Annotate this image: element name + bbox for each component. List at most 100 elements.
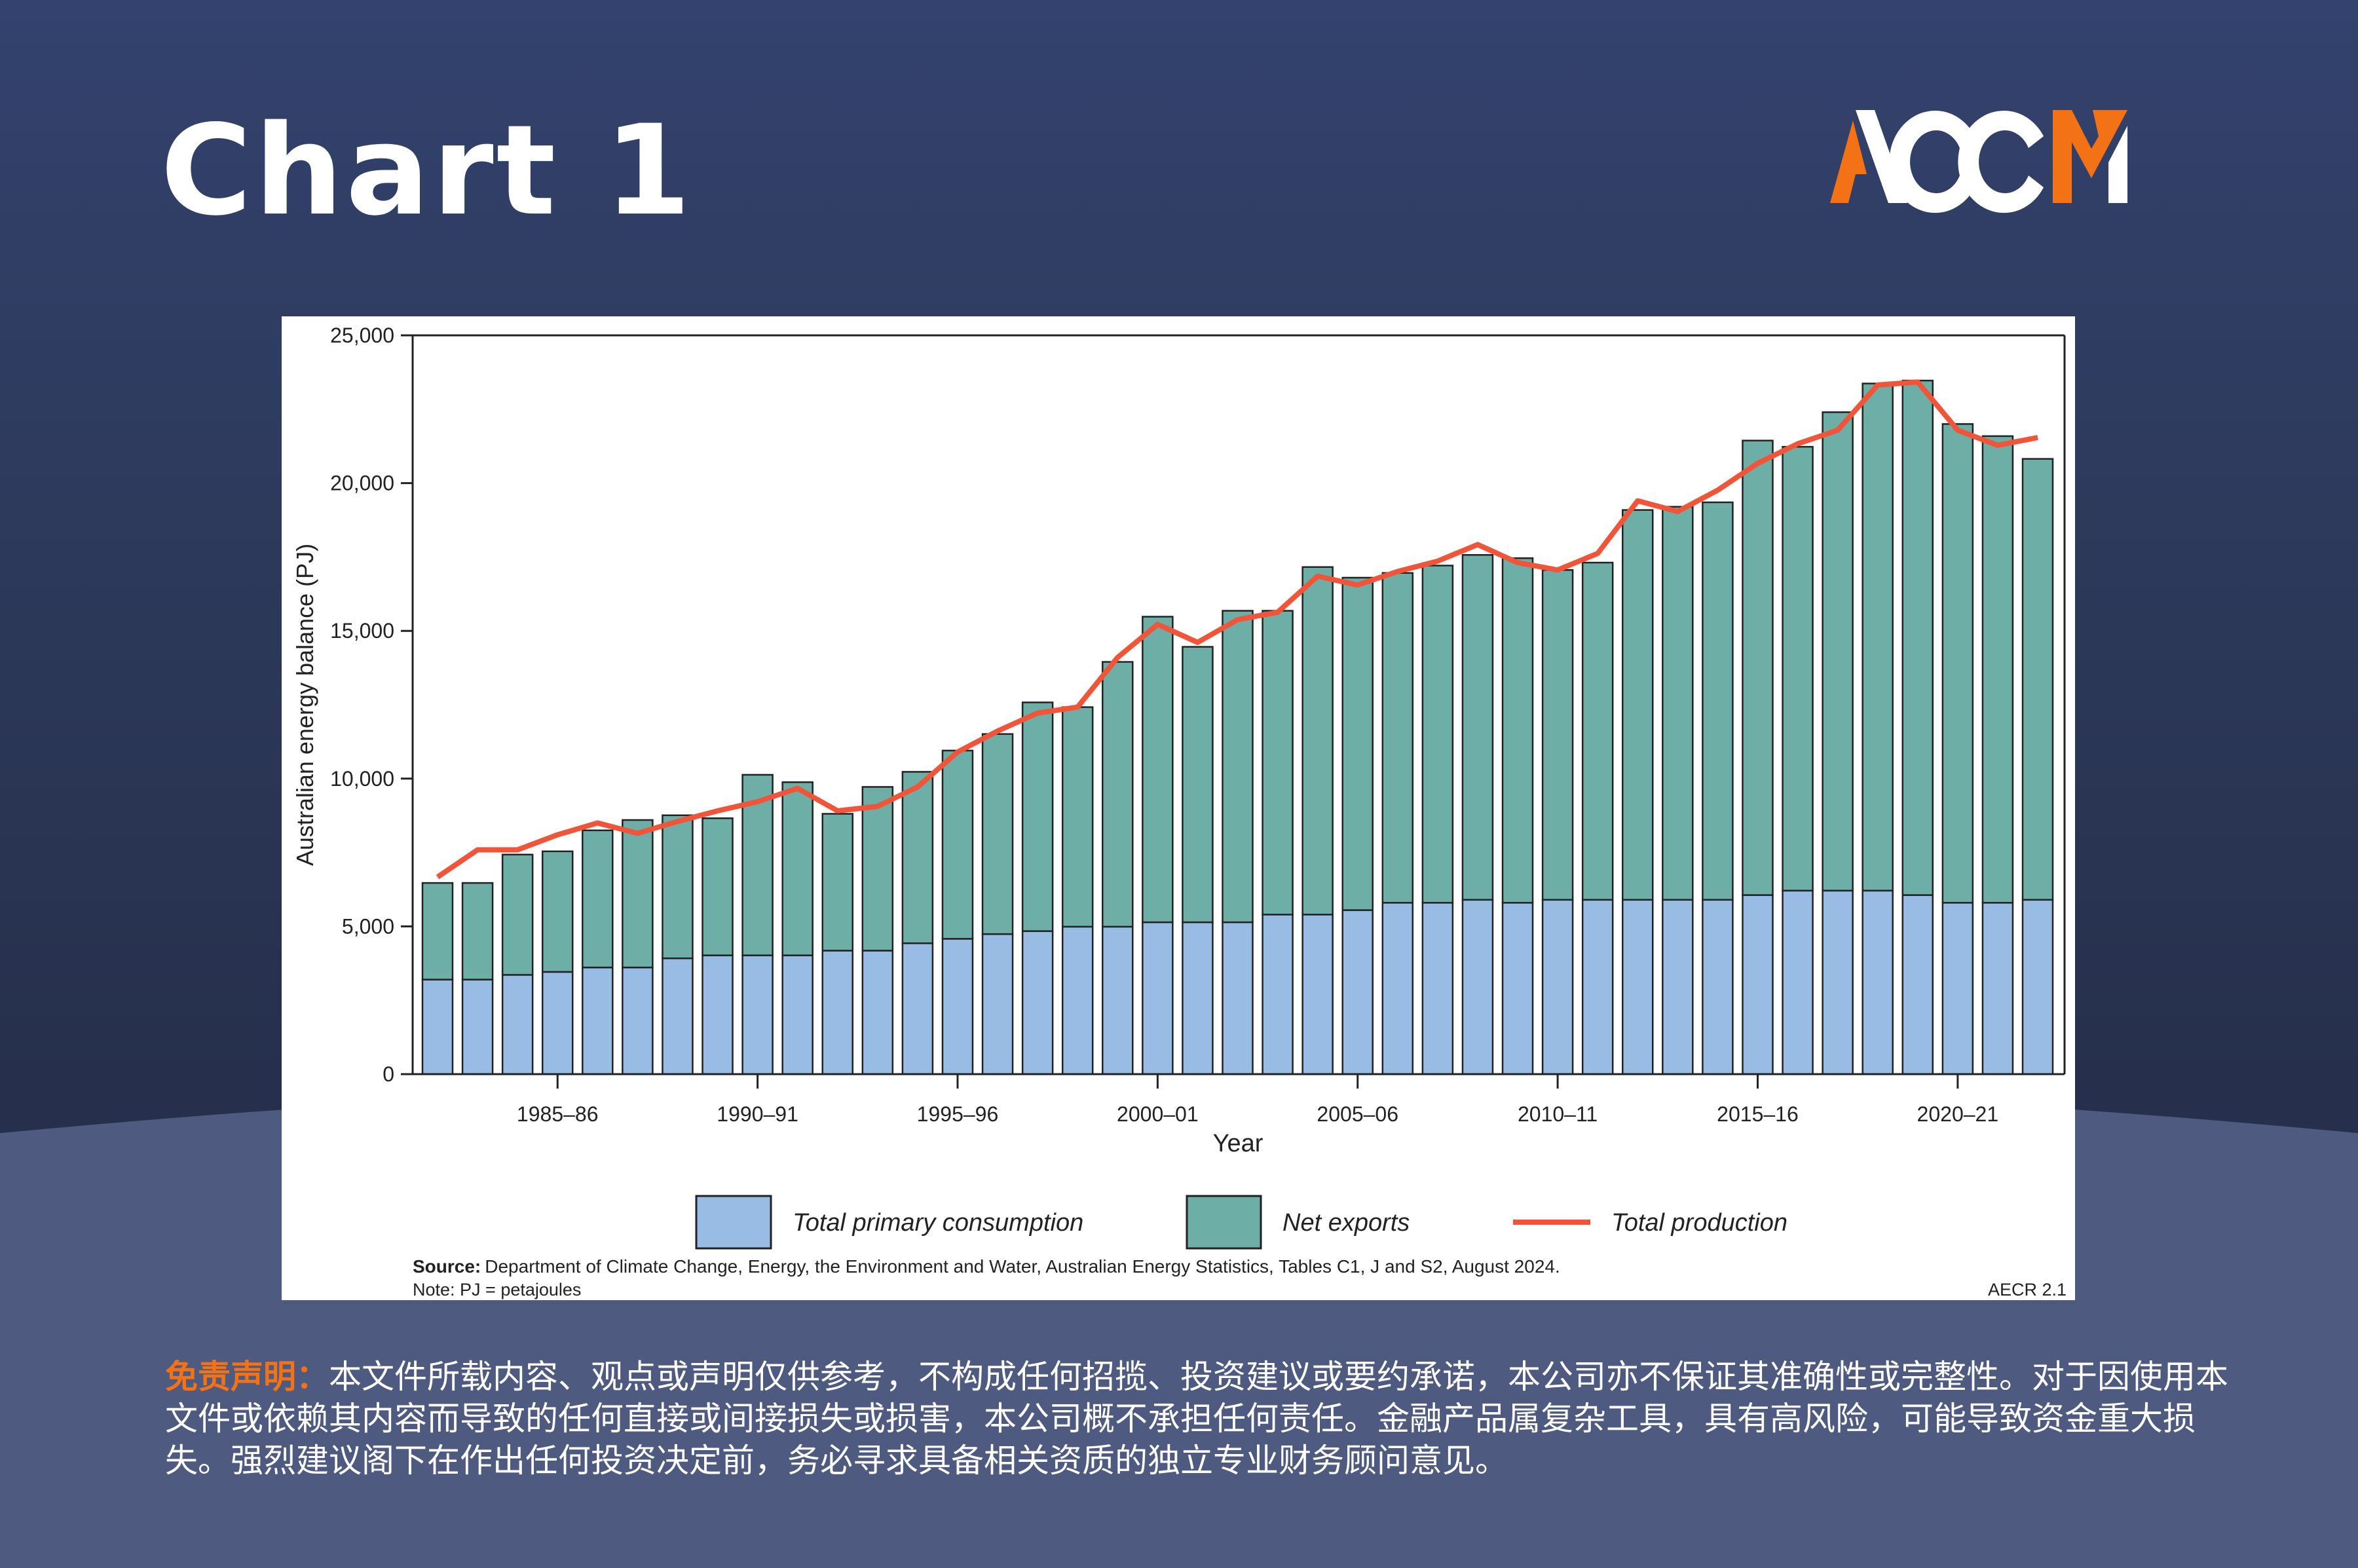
bar-consumption-2020–21 [1941, 902, 1974, 1075]
legend-label-net-exports: Net exports [1282, 1209, 1410, 1237]
bar-consumption-2012–13 [1622, 899, 1654, 1075]
bar-net-exports-1983–84 [461, 882, 494, 980]
bar-net-exports-1997–98 [1021, 701, 1054, 932]
bar-consumption-2018–19 [1862, 889, 1894, 1075]
bar-consumption-2017–18 [1822, 889, 1854, 1075]
bar-consumption-1995–96 [941, 938, 974, 1075]
bar-consumption-1991–92 [781, 954, 814, 1075]
bar-net-exports-2002–03 [1222, 610, 1254, 924]
bar-net-exports-1984–85 [501, 853, 534, 976]
source-note: Source: Department of Climate Change, Ene… [413, 1256, 1560, 1277]
bar-consumption-2011–12 [1581, 899, 1614, 1075]
bar-consumption-1988–89 [662, 957, 694, 1075]
accm-logo [1830, 110, 2127, 213]
bar-consumption-1990–91 [741, 954, 774, 1075]
bar-net-exports-1982–83 [421, 882, 454, 980]
y-tick-label: 25,000 [330, 324, 394, 347]
bar-net-exports-2005–06 [1341, 576, 1374, 911]
figure-id: AECR 2.1 [1988, 1280, 2067, 1299]
bar-net-exports-1985–86 [541, 850, 574, 973]
x-tick-label: 2010–11 [1518, 1102, 1598, 1126]
bar-net-exports-1992–93 [821, 813, 853, 952]
bar-net-exports-1986–87 [582, 829, 614, 969]
bar-consumption-2001–02 [1182, 921, 1214, 1075]
page-title: Chart 1 [160, 98, 694, 243]
legend-swatch-consumption [695, 1195, 772, 1250]
disclaimer: 免责声明：本文件所载内容、观点或声明仅供参考，不构成任何招揽、投资建议或要约承诺… [165, 1356, 2228, 1482]
units-note: Note: PJ = petajoules [413, 1280, 581, 1299]
x-tick-label: 2020–21 [1917, 1102, 1999, 1126]
bar-consumption-2008–09 [1461, 899, 1494, 1075]
bar-net-exports-1999–00 [1102, 661, 1134, 928]
bar-net-exports-2012–13 [1622, 509, 1654, 901]
x-tick-label: 1995–96 [917, 1102, 999, 1126]
x-axis-label: Year [1213, 1130, 1263, 1157]
bar-consumption-2004–05 [1301, 914, 1334, 1075]
bar-consumption-1998–99 [1061, 925, 1094, 1075]
source-label: Source: [413, 1256, 481, 1277]
total-production-line [436, 379, 2038, 880]
bar-net-exports-1988–89 [662, 814, 694, 960]
bar-consumption-1993–94 [861, 950, 894, 1075]
bar-consumption-2003–04 [1262, 914, 1294, 1075]
bar-net-exports-1987–88 [622, 819, 654, 969]
x-tick-label: 1985–86 [517, 1102, 599, 1126]
bar-net-exports-2008–09 [1461, 553, 1494, 901]
bar-consumption-2002–03 [1222, 921, 1254, 1075]
disclaimer-label: 免责声明： [165, 1358, 329, 1396]
bar-net-exports-2018–19 [1862, 383, 1894, 892]
bar-consumption-2015–16 [1742, 894, 1774, 1075]
disclaimer-text: 本文件所载内容、观点或声明仅供参考，不构成任何招揽、投资建议或要约承诺，本公司亦… [165, 1358, 2228, 1480]
legend: Total primary consumption Net exports To… [695, 1195, 1787, 1250]
x-tick-label: 2005–06 [1317, 1102, 1398, 1126]
bar-consumption-1996–97 [981, 933, 1014, 1075]
bar-consumption-1989–90 [702, 954, 734, 1075]
bar-net-exports-1991–92 [781, 781, 814, 956]
bar-consumption-1985–86 [541, 971, 574, 1075]
bar-net-exports-2021–22 [1981, 435, 2014, 904]
bar-net-exports-1998–99 [1061, 706, 1094, 928]
bar-consumption-2019–20 [1901, 894, 1934, 1075]
bar-net-exports-2001–02 [1182, 646, 1214, 924]
bar-consumption-2009–10 [1501, 902, 1534, 1075]
bar-net-exports-2016–17 [1782, 445, 1814, 892]
bar-consumption-1994–95 [901, 942, 934, 1075]
bar-net-exports-2019–20 [1901, 379, 1934, 896]
bar-net-exports-2015–16 [1742, 439, 1774, 896]
bar-consumption-1987–88 [622, 966, 654, 1075]
bar-net-exports-2004–05 [1301, 566, 1334, 916]
bar-consumption-1984–85 [501, 974, 534, 1075]
bar-net-exports-2009–10 [1501, 557, 1534, 904]
bar-consumption-2005–06 [1341, 909, 1374, 1075]
bar-consumption-2010–11 [1541, 899, 1574, 1075]
y-tick-label: 20,000 [330, 472, 394, 495]
bar-net-exports-2000–01 [1142, 616, 1174, 924]
bar-net-exports-2006–07 [1381, 572, 1414, 904]
y-tick-label: 15,000 [330, 619, 394, 643]
bar-consumption-1983–84 [461, 979, 494, 1075]
y-tick-label: 0 [383, 1062, 394, 1086]
bar-net-exports-2010–11 [1541, 569, 1574, 901]
y-tick-label: 5,000 [342, 914, 394, 938]
x-tick-label: 2000–01 [1117, 1102, 1199, 1126]
chart-panel: 0 5,000 10,000 15,000 20,000 25,000 1985–86 19… [282, 316, 2075, 1300]
bar-consumption-1992–93 [821, 950, 853, 1075]
bar-net-exports-2017–18 [1822, 411, 1854, 892]
bar-consumption-2000–01 [1142, 921, 1174, 1075]
bar-net-exports-1995–96 [941, 749, 974, 940]
bar-net-exports-2022–23 [2021, 458, 2054, 901]
bar-consumption-2022–23 [2021, 899, 2054, 1075]
bar-net-exports-2007–08 [1421, 565, 1454, 904]
bar-net-exports-1993–94 [861, 786, 894, 952]
y-axis-label: Australian energy balance (PJ) [291, 544, 318, 866]
bar-consumption-1982–83 [421, 979, 454, 1075]
bar-consumption-1999–00 [1102, 925, 1134, 1075]
bar-net-exports-2013–14 [1662, 506, 1694, 901]
bar-net-exports-2003–04 [1262, 610, 1294, 916]
x-tick-label: 2015–16 [1717, 1102, 1799, 1126]
bar-consumption-2007–08 [1421, 902, 1454, 1075]
bar-consumption-2013–14 [1662, 899, 1694, 1075]
bar-consumption-2014–15 [1702, 899, 1734, 1075]
bar-net-exports-2014–15 [1702, 501, 1734, 901]
energy-balance-chart: 0 5,000 10,000 15,000 20,000 25,000 1985–86 19… [291, 324, 2067, 1299]
